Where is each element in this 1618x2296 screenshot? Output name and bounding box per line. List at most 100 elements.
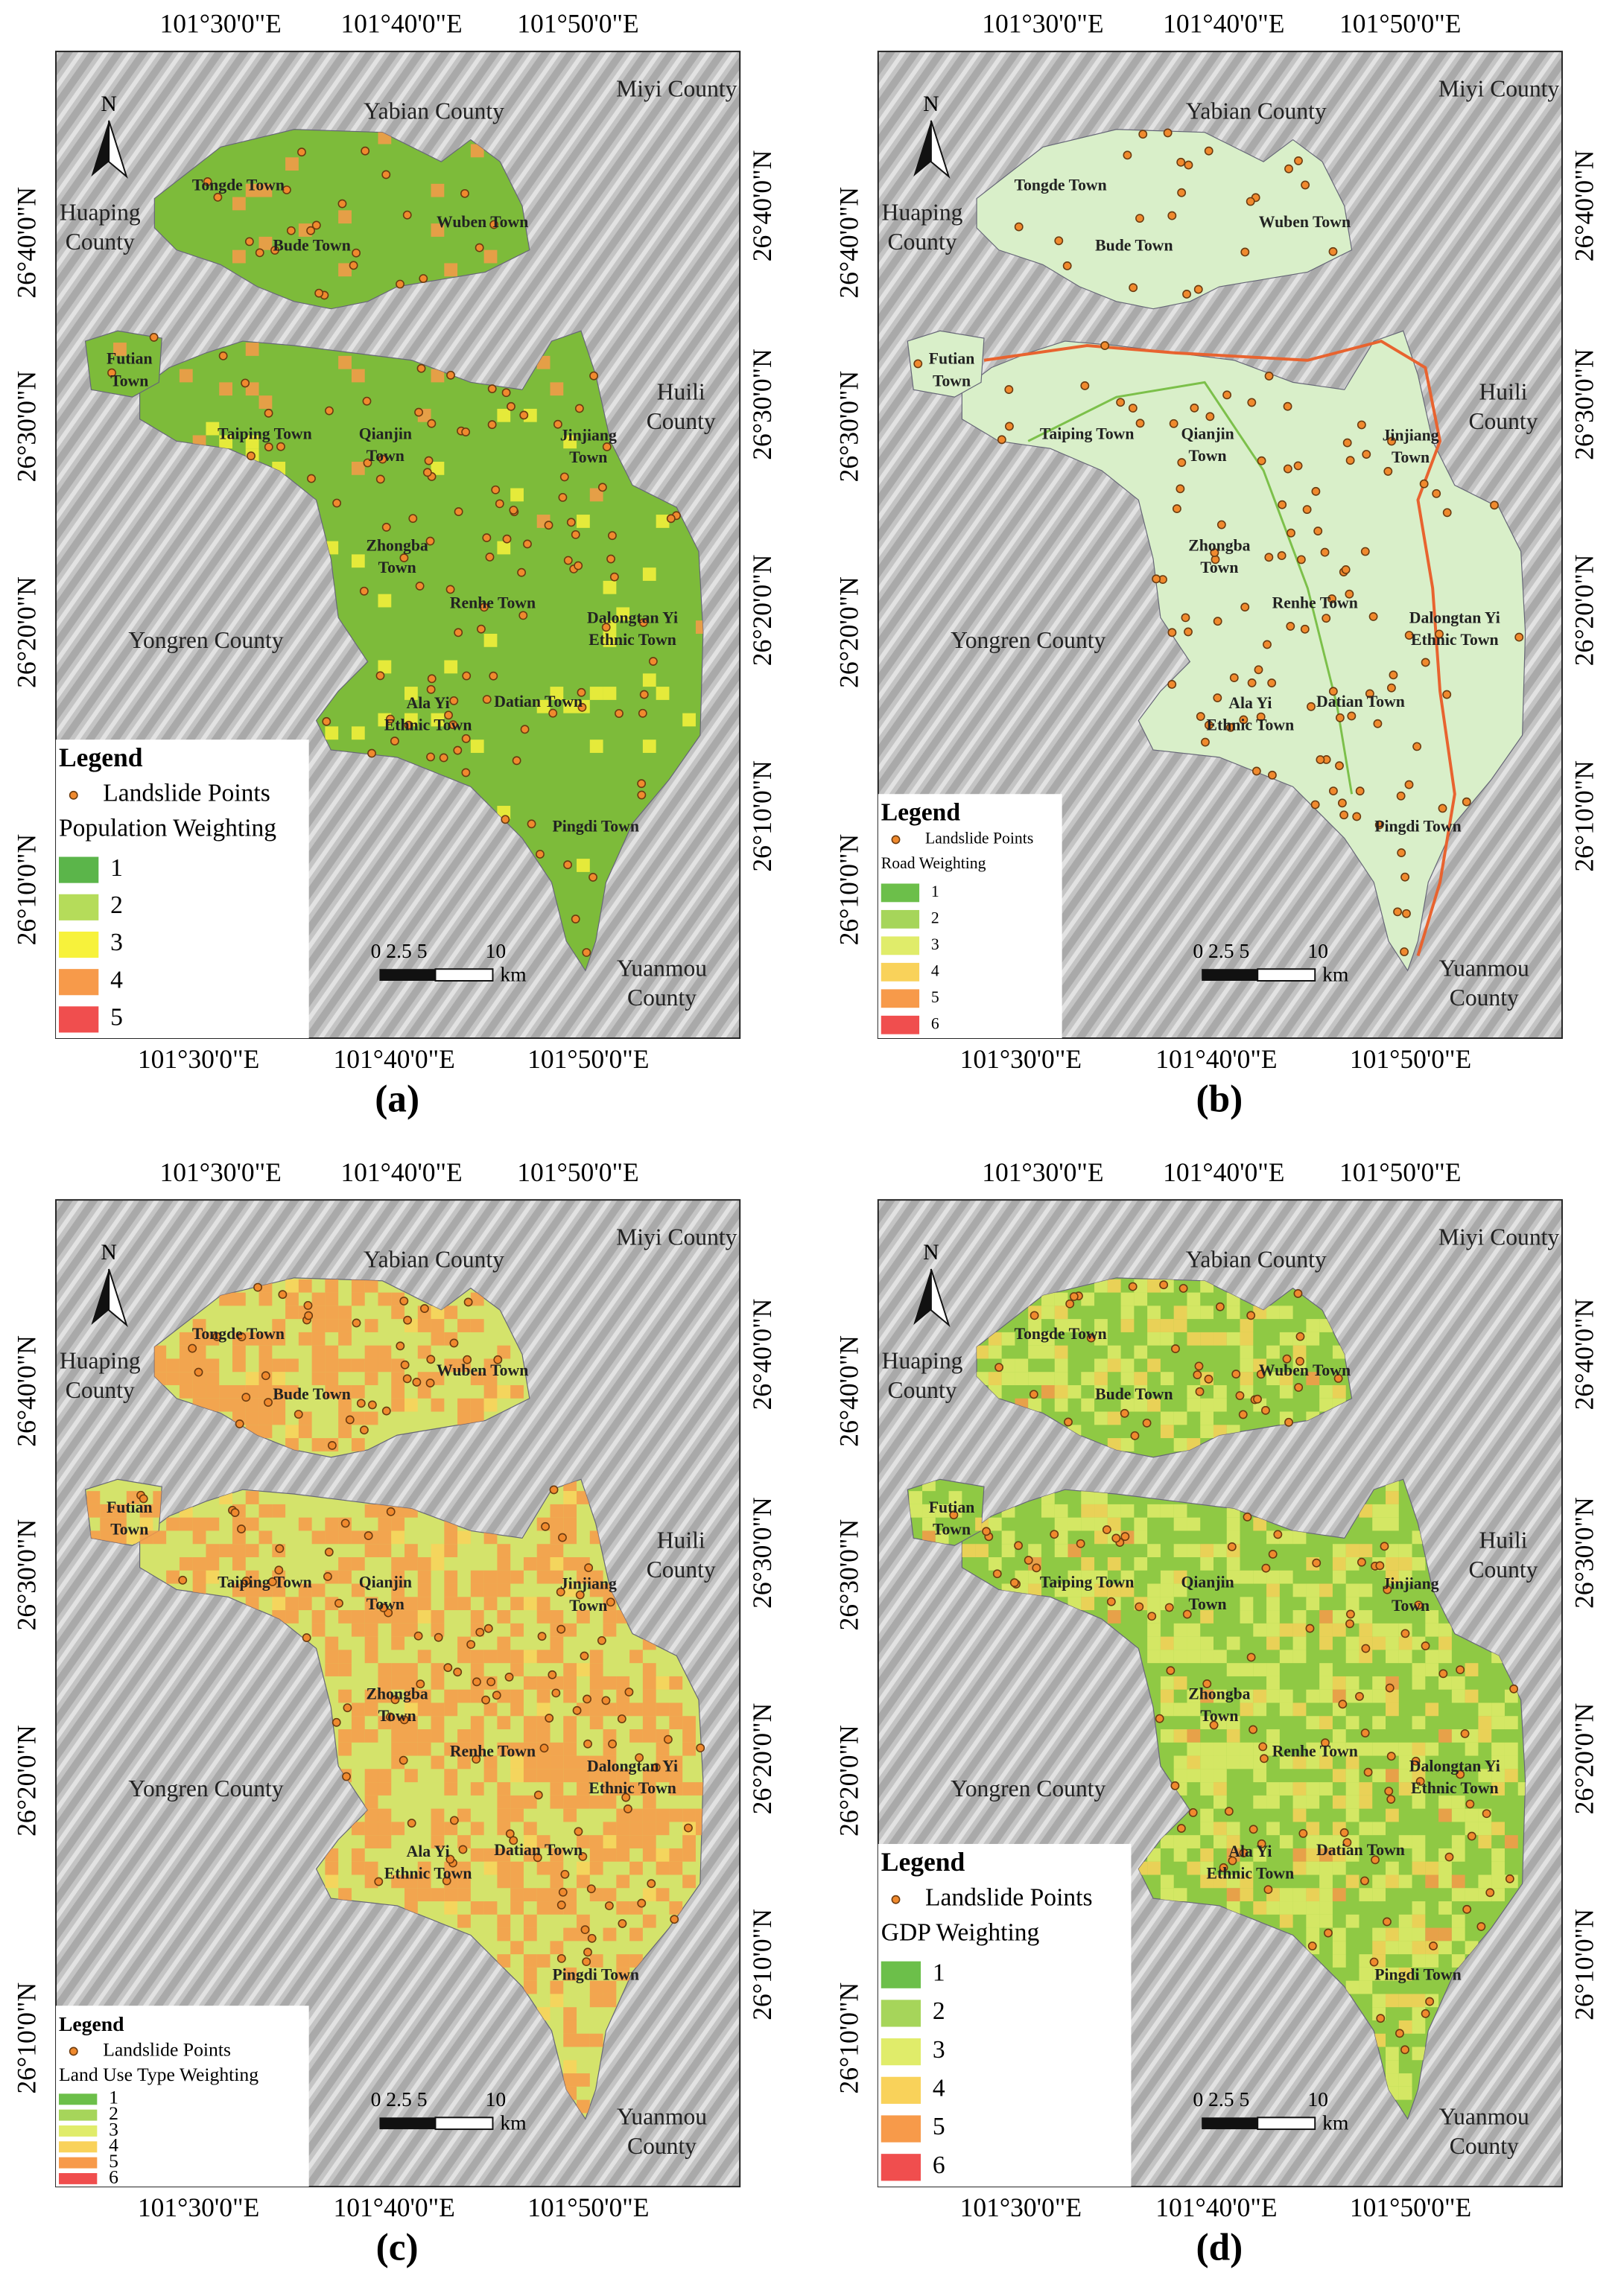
weighting-cell — [431, 183, 445, 197]
weighting-cell — [1451, 1689, 1465, 1703]
weighting-cell — [351, 1610, 365, 1624]
weighting-cell — [1438, 1676, 1452, 1690]
weighting-cell — [603, 1755, 617, 1769]
legend-swatch — [881, 936, 920, 955]
weighting-cell — [603, 1610, 617, 1624]
weighting-cell — [1147, 1504, 1161, 1518]
landslide-point — [566, 518, 576, 527]
town-label: Town — [1392, 448, 1430, 466]
landslide-point — [439, 753, 448, 763]
town-label: Ethnic Town — [588, 1779, 676, 1797]
weighting-cell — [258, 1583, 273, 1597]
weighting-cell — [206, 1358, 220, 1373]
landslide-point — [491, 485, 501, 495]
weighting-cell — [1345, 1755, 1360, 1769]
landslide-point — [322, 716, 331, 726]
right-coordinate-label: 26°10'0"N — [747, 1909, 777, 2020]
weighting-cell — [1306, 1332, 1320, 1346]
landslide-point — [399, 1715, 409, 1725]
landslide-point — [1029, 1390, 1038, 1399]
landslide-point — [445, 1854, 455, 1864]
weighting-cell — [1398, 2073, 1412, 2087]
weighting-cell — [351, 1848, 365, 1862]
landslide-point — [1357, 1557, 1366, 1567]
landslide-point — [584, 1563, 594, 1573]
weighting-cell — [1425, 1927, 1439, 1942]
map-frame — [55, 1199, 741, 2188]
landslide-point — [482, 533, 492, 543]
weighting-cell — [589, 1689, 603, 1703]
weighting-cell — [988, 1345, 1002, 1359]
landslide-point — [1333, 1373, 1343, 1383]
landslide-point — [583, 1739, 592, 1749]
scale-ticks: 0 2.5 5 — [1193, 2087, 1249, 2111]
landslide-point — [264, 1398, 273, 1407]
town-label: Ala Yi — [407, 694, 450, 712]
weighting-cell — [1015, 1358, 1029, 1373]
weighting-cell — [682, 1848, 696, 1862]
town-label: Futian — [929, 350, 975, 368]
town-label: Town — [378, 559, 416, 576]
weighting-cell — [1094, 1411, 1108, 1425]
weighting-cell — [470, 1583, 484, 1597]
weighting-cell — [364, 1861, 378, 1875]
landslide-point — [1014, 1541, 1023, 1551]
weighting-cell — [179, 1517, 193, 1531]
weighting-cell — [656, 1888, 670, 1902]
weighting-cell — [642, 1888, 656, 1902]
weighting-cell — [470, 1663, 484, 1676]
weighting-cell — [1266, 1663, 1280, 1676]
weighting-cell — [1187, 1544, 1201, 1558]
right-coordinate-label: 26°30'0"N — [1570, 349, 1599, 460]
weighting-cell — [325, 1306, 339, 1320]
landslide-point — [1442, 508, 1452, 518]
landslide-point — [1135, 419, 1145, 428]
landslide-point — [1226, 722, 1235, 732]
landslide-point — [571, 530, 580, 539]
weighting-cell — [1425, 1874, 1439, 1889]
town-label: Town — [933, 1520, 971, 1538]
weighting-cell — [470, 1742, 484, 1756]
weighting-cell — [1345, 1769, 1360, 1783]
landslide-point — [1194, 1361, 1204, 1371]
weighting-cell — [510, 1702, 524, 1717]
weighting-cell — [603, 1927, 617, 1942]
weighting-cell — [325, 1372, 339, 1385]
weighting-cell — [1107, 1583, 1121, 1597]
weighting-cell — [629, 1782, 643, 1796]
county-label: County — [1468, 1556, 1538, 1583]
weighting-cell — [378, 1517, 392, 1531]
weighting-cell — [1134, 1279, 1148, 1293]
weighting-cell — [245, 1491, 259, 1504]
landslide-point — [402, 1374, 412, 1384]
landslide-point — [509, 1836, 518, 1845]
weighting-cell — [1173, 1769, 1187, 1783]
landslide-point — [1277, 551, 1287, 561]
weighting-cell — [1372, 1927, 1386, 1942]
weighting-cell — [1160, 1888, 1174, 1902]
town-label: Town — [110, 1520, 148, 1538]
weighting-cell — [364, 1874, 378, 1889]
weighting-cell — [536, 1676, 551, 1690]
landslide-point — [1415, 1777, 1425, 1786]
landslide-point — [1278, 500, 1287, 509]
weighting-cell — [1306, 1583, 1320, 1597]
weighting-cell — [1187, 1517, 1201, 1531]
weighting-cell — [1187, 1398, 1201, 1412]
weighting-cell — [272, 1372, 286, 1385]
weighting-cell — [616, 1782, 630, 1796]
weighting-cell — [364, 1808, 378, 1822]
weighting-cell — [1213, 1544, 1227, 1558]
weighting-cell — [219, 435, 232, 449]
weighting-cell — [1067, 1583, 1082, 1597]
town-label: Tongde Town — [1015, 1325, 1107, 1343]
weighting-cell — [1094, 1332, 1108, 1346]
weighting-cell — [338, 1570, 352, 1584]
weighting-cell — [444, 1306, 458, 1320]
weighting-cell — [563, 1504, 577, 1518]
landslide-point — [1263, 1885, 1273, 1895]
weighting-cell — [1134, 1292, 1148, 1306]
landslide-point — [624, 1688, 634, 1696]
bottom-coordinate-label: 101°30'0"E — [138, 2192, 259, 2222]
weighting-cell — [1001, 1372, 1015, 1385]
